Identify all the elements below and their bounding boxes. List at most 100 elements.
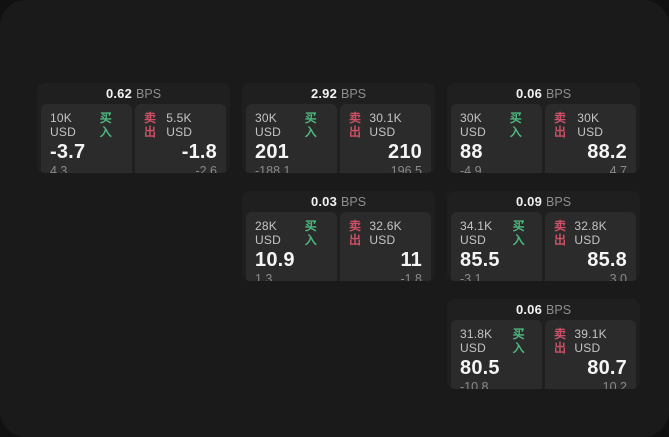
buy-panel[interactable]: 30K USD 买入 88 -4.9 — [451, 104, 542, 173]
card-header: 0.06 BPS — [447, 83, 640, 104]
quote-panels: 10K USD 买入 -3.7 4.3 卖出 5.5K USD -1.8 -2.… — [37, 104, 230, 173]
bps-unit-label: BPS — [341, 86, 367, 101]
sell-delta: -2.6 — [195, 164, 217, 173]
buy-size-label: 31.8K USD — [460, 327, 493, 355]
quote-card: 0.06 BPS 31.8K USD 买入 80.5 -10.8 卖出 39.1… — [447, 299, 640, 389]
bps-unit-label: BPS — [546, 86, 572, 101]
sell-panel-top: 卖出 30K USD — [554, 111, 627, 139]
buy-size-label: 34.1K USD — [460, 219, 493, 247]
quote-panels: 31.8K USD 买入 80.5 -10.8 卖出 39.1K USD 80.… — [447, 320, 640, 389]
sell-panel[interactable]: 卖出 30.1K USD 210 196.5 — [340, 104, 431, 173]
buy-panel[interactable]: 30K USD 买入 201 -188.1 — [246, 104, 337, 173]
sell-delta: 196.5 — [390, 164, 422, 173]
sell-panel[interactable]: 卖出 32.8K USD 85.8 3.0 — [545, 212, 636, 281]
bps-spread-value: 0.09 — [515, 194, 543, 209]
buy-tag: 买入 — [509, 111, 522, 139]
buy-size-label: 30K USD — [460, 111, 486, 139]
quote-card-grid: 0.62 BPS 10K USD 买入 -3.7 4.3 卖出 5.5K USD… — [37, 83, 640, 389]
buy-delta: -4.9 — [460, 164, 482, 173]
sell-tag: 卖出 — [144, 111, 157, 139]
quote-card: 0.03 BPS 28K USD 买入 10.9 1.3 卖出 32.6K US… — [242, 191, 435, 281]
buy-size-label: 28K USD — [255, 219, 281, 247]
buy-panel-top: 30K USD 买入 — [255, 111, 328, 139]
sell-tag: 卖出 — [554, 327, 567, 355]
card-header: 0.09 BPS — [447, 191, 640, 212]
sell-size-label: 30K USD — [577, 111, 604, 139]
sell-panel-top: 卖出 32.6K USD — [349, 219, 422, 247]
sell-price: 210 — [388, 141, 422, 163]
sell-size-label: 39.1K USD — [574, 327, 607, 355]
buy-panel[interactable]: 31.8K USD 买入 80.5 -10.8 — [451, 320, 542, 389]
sell-panel-top: 卖出 32.8K USD — [554, 219, 627, 247]
bps-spread-value: 0.03 — [310, 194, 338, 209]
buy-delta: 1.3 — [255, 272, 273, 281]
buy-price: 85.5 — [460, 249, 500, 271]
sell-tag: 卖出 — [349, 111, 362, 139]
buy-panel-top: 31.8K USD 买入 — [460, 327, 533, 355]
sell-panel-top: 卖出 39.1K USD — [554, 327, 627, 355]
quote-panels: 30K USD 买入 88 -4.9 卖出 30K USD 88.2 4.7 — [447, 104, 640, 173]
sell-tag: 卖出 — [554, 111, 567, 139]
quote-panels: 34.1K USD 买入 85.5 -3.1 卖出 32.8K USD 85.8… — [447, 212, 640, 281]
quote-card: 0.06 BPS 30K USD 买入 88 -4.9 卖出 30K USD 8… — [447, 83, 640, 173]
sell-tag: 卖出 — [554, 219, 567, 247]
sell-size-label: 5.5K USD — [166, 111, 193, 139]
buy-tag: 买入 — [512, 327, 525, 355]
buy-price: -3.7 — [50, 141, 86, 163]
buy-panel-top: 34.1K USD 买入 — [460, 219, 533, 247]
bps-unit-label: BPS — [546, 194, 572, 209]
sell-panel[interactable]: 卖出 32.6K USD 11 -1.8 — [340, 212, 431, 281]
sell-delta: 10.2 — [602, 380, 627, 389]
buy-tag: 买入 — [304, 219, 317, 247]
quote-card: 0.62 BPS 10K USD 买入 -3.7 4.3 卖出 5.5K USD… — [37, 83, 230, 173]
buy-panel[interactable]: 34.1K USD 买入 85.5 -3.1 — [451, 212, 542, 281]
buy-tag: 买入 — [99, 111, 112, 139]
sell-delta: 3.0 — [609, 272, 627, 281]
buy-panel[interactable]: 28K USD 买入 10.9 1.3 — [246, 212, 337, 281]
quote-card: 2.92 BPS 30K USD 买入 201 -188.1 卖出 30.1K … — [242, 83, 435, 173]
buy-panel-top: 10K USD 买入 — [50, 111, 123, 139]
bps-spread-value: 2.92 — [310, 86, 338, 101]
sell-price: 85.8 — [587, 249, 627, 271]
bps-unit-label: BPS — [136, 86, 162, 101]
buy-size-label: 30K USD — [255, 111, 281, 139]
buy-price: 201 — [255, 141, 289, 163]
buy-panel[interactable]: 10K USD 买入 -3.7 4.3 — [41, 104, 132, 173]
quote-card: 0.09 BPS 34.1K USD 买入 85.5 -3.1 卖出 32.8K… — [447, 191, 640, 281]
sell-size-label: 32.6K USD — [369, 219, 402, 247]
sell-panel[interactable]: 卖出 39.1K USD 80.7 10.2 — [545, 320, 636, 389]
card-header: 0.62 BPS — [37, 83, 230, 104]
buy-price: 88 — [460, 141, 483, 163]
sell-delta: -1.8 — [400, 272, 422, 281]
buy-delta: -188.1 — [255, 164, 291, 173]
sell-size-label: 32.8K USD — [574, 219, 607, 247]
buy-size-label: 10K USD — [50, 111, 76, 139]
sell-tag: 卖出 — [349, 219, 362, 247]
bps-spread-value: 0.06 — [515, 86, 543, 101]
buy-delta: -10.8 — [460, 380, 489, 389]
bps-spread-value: 0.06 — [515, 302, 543, 317]
sell-panel-top: 卖出 5.5K USD — [144, 111, 217, 139]
sell-price: -1.8 — [181, 141, 217, 163]
quote-panels: 30K USD 买入 201 -188.1 卖出 30.1K USD 210 1… — [242, 104, 435, 173]
buy-price: 80.5 — [460, 357, 500, 379]
sell-price: 11 — [400, 249, 422, 271]
buy-panel-top: 28K USD 买入 — [255, 219, 328, 247]
sell-panel[interactable]: 卖出 5.5K USD -1.8 -2.6 — [135, 104, 226, 173]
sell-size-label: 30.1K USD — [369, 111, 402, 139]
sell-panel[interactable]: 卖出 30K USD 88.2 4.7 — [545, 104, 636, 173]
quote-panels: 28K USD 买入 10.9 1.3 卖出 32.6K USD 11 -1.8 — [242, 212, 435, 281]
buy-delta: 4.3 — [50, 164, 68, 173]
card-header: 0.03 BPS — [242, 191, 435, 212]
buy-tag: 买入 — [304, 111, 317, 139]
sell-panel-top: 卖出 30.1K USD — [349, 111, 422, 139]
bps-unit-label: BPS — [341, 194, 367, 209]
sell-price: 88.2 — [587, 141, 627, 163]
buy-panel-top: 30K USD 买入 — [460, 111, 533, 139]
buy-delta: -3.1 — [460, 272, 482, 281]
buy-price: 10.9 — [255, 249, 295, 271]
bps-unit-label: BPS — [546, 302, 572, 317]
card-header: 0.06 BPS — [447, 299, 640, 320]
card-header: 2.92 BPS — [242, 83, 435, 104]
